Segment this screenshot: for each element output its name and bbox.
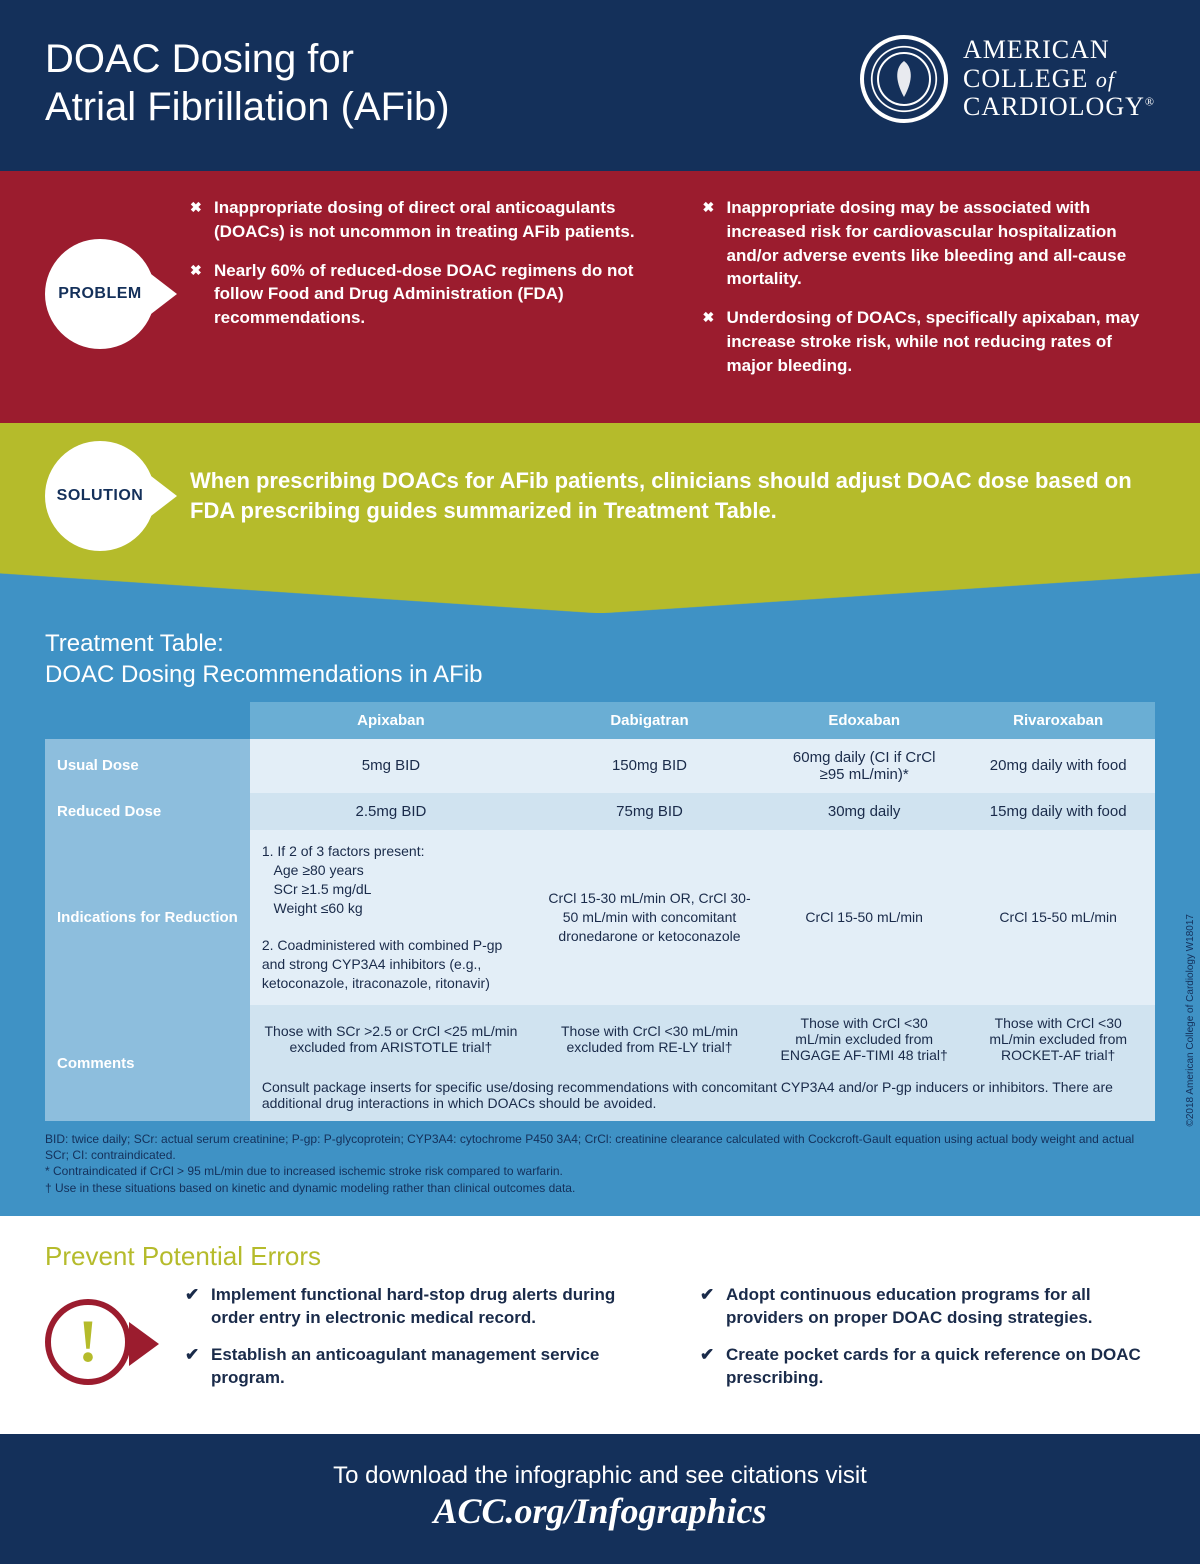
cell-span: Consult package inserts for specific use…	[250, 1073, 1155, 1121]
problem-list-right: Inappropriate dosing may be associated w…	[703, 196, 1156, 393]
footer-bar: To download the infographic and see cita…	[0, 1434, 1200, 1564]
error-item: Implement functional hard-stop drug aler…	[185, 1284, 640, 1330]
footnote: † Use in these situations based on kinet…	[45, 1180, 1155, 1196]
treatment-table-section: Treatment Table: DOAC Dosing Recommendat…	[0, 613, 1200, 1216]
table-corner	[45, 702, 250, 739]
col-dabigatran: Dabigatran	[532, 702, 767, 739]
error-item: Adopt continuous education programs for …	[700, 1284, 1155, 1330]
footnote: BID: twice daily; SCr: actual serum crea…	[45, 1131, 1155, 1163]
chevron-divider	[0, 573, 1200, 613]
errors-body: ! Implement functional hard-stop drug al…	[45, 1284, 1155, 1404]
cell: Those with SCr >2.5 or CrCl <25 mL/min e…	[250, 1005, 532, 1073]
problem-item: Inappropriate dosing of direct oral anti…	[190, 196, 643, 244]
footer-text: To download the infographic and see cita…	[20, 1462, 1180, 1490]
problem-columns: Inappropriate dosing of direct oral anti…	[190, 196, 1155, 393]
errors-title: Prevent Potential Errors	[45, 1241, 1155, 1272]
cell: 150mg BID	[532, 739, 767, 793]
errors-list-left: Implement functional hard-stop drug aler…	[185, 1284, 640, 1404]
brand-line2: COLLEGE of	[963, 65, 1155, 94]
copyright-vertical: ©2018 American College of Cardiology W18…	[1185, 914, 1196, 1127]
brand-block: AMERICAN COLLEGE of CARDIOLOGY®	[860, 35, 1155, 123]
cell: 15mg daily with food	[961, 793, 1155, 830]
indic-apix: 1. If 2 of 3 factors present: Age ≥80 ye…	[262, 842, 520, 993]
col-apixaban: Apixaban	[250, 702, 532, 739]
col-rivaroxaban: Rivaroxaban	[961, 702, 1155, 739]
error-item: Establish an anticoagulant management se…	[185, 1344, 640, 1390]
error-item: Create pocket cards for a quick referenc…	[700, 1344, 1155, 1390]
solution-circle: SOLUTION	[45, 441, 155, 551]
errors-section: Prevent Potential Errors ! Implement fun…	[0, 1216, 1200, 1434]
cell: 2.5mg BID	[250, 793, 532, 830]
problem-section: PROBLEM Inappropriate dosing of direct o…	[0, 171, 1200, 423]
brand-line3: CARDIOLOGY®	[963, 93, 1155, 122]
title-line2: Atrial Fibrillation (AFib)	[45, 85, 450, 129]
cell: CrCl 15-30 mL/min OR, CrCl 30-50 mL/min …	[532, 830, 767, 1005]
page-title: DOAC Dosing for Atrial Fibrillation (AFi…	[45, 35, 860, 131]
cell: 75mg BID	[532, 793, 767, 830]
row-usual: Usual Dose 5mg BID 150mg BID 60mg daily …	[45, 739, 1155, 793]
solution-text: When prescribing DOACs for AFib patients…	[190, 466, 1155, 525]
title-wrap: DOAC Dosing for Atrial Fibrillation (AFi…	[45, 35, 860, 131]
cell: 20mg daily with food	[961, 739, 1155, 793]
cell: 30mg daily	[767, 793, 961, 830]
errors-list-right: Adopt continuous education programs for …	[700, 1284, 1155, 1404]
header-bar: DOAC Dosing for Atrial Fibrillation (AFi…	[0, 0, 1200, 171]
alert-icon: !	[45, 1299, 155, 1389]
cell: 1. If 2 of 3 factors present: Age ≥80 ye…	[250, 830, 532, 1005]
cell: Those with CrCl <30 mL/min excluded from…	[767, 1005, 961, 1073]
brand-text: AMERICAN COLLEGE of CARDIOLOGY®	[963, 36, 1155, 122]
row-comments: Comments Those with SCr >2.5 or CrCl <25…	[45, 1005, 1155, 1073]
row-indications: Indications for Reduction 1. If 2 of 3 f…	[45, 830, 1155, 1005]
title-line1: DOAC Dosing for	[45, 37, 354, 81]
problem-item: Nearly 60% of reduced-dose DOAC regimens…	[190, 259, 643, 330]
col-edoxaban: Edoxaban	[767, 702, 961, 739]
treatment-table: Apixaban Dabigatran Edoxaban Rivaroxaban…	[45, 702, 1155, 1121]
cell: CrCl 15-50 mL/min	[961, 830, 1155, 1005]
table-title: Treatment Table: DOAC Dosing Recommendat…	[45, 628, 1155, 690]
problem-circle: PROBLEM	[45, 239, 155, 349]
acc-seal-icon	[860, 35, 948, 123]
solution-section: SOLUTION When prescribing DOACs for AFib…	[0, 423, 1200, 573]
cell: CrCl 15-50 mL/min	[767, 830, 961, 1005]
cell: 5mg BID	[250, 739, 532, 793]
brand-line1: AMERICAN	[963, 36, 1155, 65]
arrow-right-icon	[129, 1322, 159, 1366]
cell: Those with CrCl <30 mL/min excluded from…	[961, 1005, 1155, 1073]
cell: 60mg daily (CI if CrCl ≥95 mL/min)*	[767, 739, 961, 793]
table-footnotes: BID: twice daily; SCr: actual serum crea…	[45, 1131, 1155, 1196]
cell: Those with CrCl <30 mL/min excluded from…	[532, 1005, 767, 1073]
exclaim-ring-icon: !	[45, 1299, 131, 1385]
problem-item: Underdosing of DOACs, specifically apixa…	[703, 306, 1156, 377]
row-reduced: Reduced Dose 2.5mg BID 75mg BID 30mg dai…	[45, 793, 1155, 830]
problem-item: Inappropriate dosing may be associated w…	[703, 196, 1156, 291]
footnote: * Contraindicated if CrCl > 95 mL/min du…	[45, 1163, 1155, 1179]
problem-tag: PROBLEM	[45, 196, 165, 393]
footer-url: ACC.org/Infographics	[20, 1490, 1180, 1532]
problem-list-left: Inappropriate dosing of direct oral anti…	[190, 196, 643, 393]
errors-columns: Implement functional hard-stop drug aler…	[185, 1284, 1155, 1404]
solution-tag: SOLUTION	[45, 441, 165, 551]
